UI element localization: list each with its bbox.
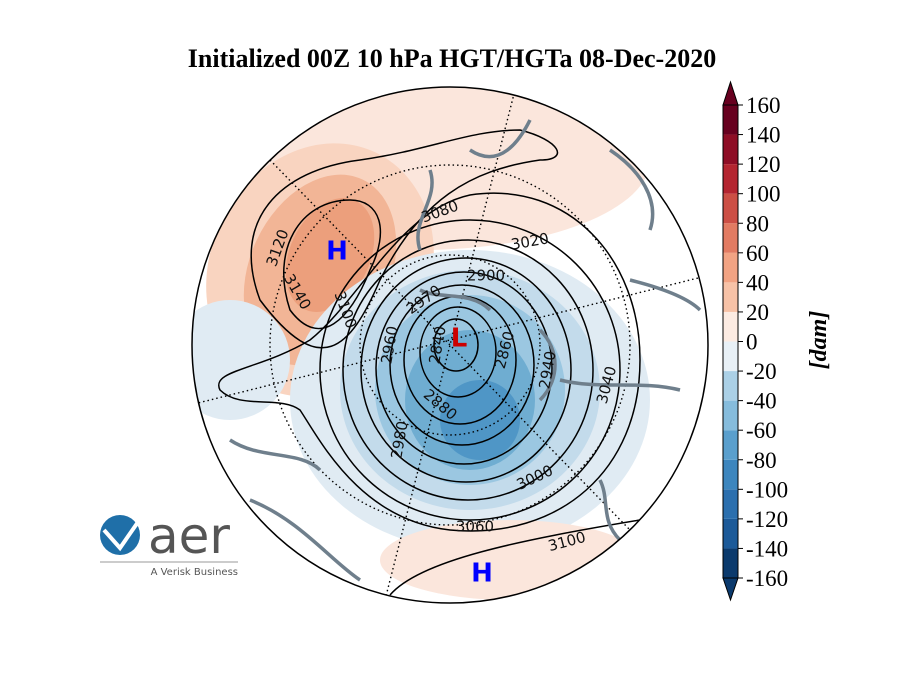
colorbar-tick-label: 120 bbox=[746, 152, 781, 177]
colorbar-segment bbox=[723, 341, 738, 372]
colorbar-extension bbox=[722, 80, 739, 106]
colorbar-tick-label: -20 bbox=[746, 359, 777, 384]
colorbar-tick-label: 40 bbox=[746, 270, 769, 295]
colorbar-tick-label: 80 bbox=[746, 211, 769, 236]
logo-tagline: A Verisk Business bbox=[151, 567, 238, 578]
colorbar-tick-label: 20 bbox=[746, 300, 769, 325]
colorbar-segment bbox=[723, 518, 738, 549]
colorbar-tick-label: 160 bbox=[746, 93, 781, 118]
colorbar-tick-label: -120 bbox=[746, 507, 788, 532]
colorbar-label: [dam] bbox=[806, 311, 832, 370]
colorbar-tick-label: -100 bbox=[746, 477, 788, 502]
logo-name: aer bbox=[148, 507, 230, 565]
colorbar-segment bbox=[723, 282, 738, 312]
colorbar-segment bbox=[723, 371, 738, 401]
pressure-center: L bbox=[451, 324, 468, 354]
colorbar-segment bbox=[723, 164, 738, 194]
colorbar-segment bbox=[723, 430, 738, 460]
colorbar-segment bbox=[723, 134, 738, 165]
colorbar-segment bbox=[723, 489, 738, 519]
colorbar-tick-label: 0 bbox=[746, 330, 758, 355]
colorbar-segment bbox=[723, 400, 738, 431]
colorbar-segment bbox=[723, 105, 738, 135]
map bbox=[192, 87, 708, 603]
pressure-center: H bbox=[471, 559, 493, 589]
contour-label: 2900 bbox=[467, 267, 505, 285]
colorbar-tick-label: -160 bbox=[746, 566, 788, 591]
colorbar-segment bbox=[723, 193, 738, 224]
colorbar-tick-label: -60 bbox=[746, 418, 777, 443]
colorbar-tick-label: 100 bbox=[746, 182, 781, 207]
colorbar-segment bbox=[723, 548, 738, 578]
colorbar-tick-label: -80 bbox=[746, 448, 777, 473]
colorbar-tick-label: 60 bbox=[746, 241, 769, 266]
contour-label: 3060 bbox=[456, 518, 494, 536]
colorbar-extension bbox=[722, 577, 739, 602]
colorbar-tick-label: -40 bbox=[746, 389, 777, 414]
title: Initialized 00Z 10 hPa HGT/HGTa 08-Dec-2… bbox=[188, 44, 716, 73]
map-boundary bbox=[191, 86, 709, 604]
colorbar-segment bbox=[723, 223, 738, 253]
pressure-center: H bbox=[326, 237, 348, 267]
colorbar-segment bbox=[723, 252, 738, 283]
colorbar: 160 140 120 100 80 60 40 20 0 -20 -40 -60 -80 -100 -12… bbox=[722, 80, 788, 602]
colorbar-segment bbox=[723, 311, 738, 342]
colorbar-segment bbox=[723, 459, 738, 490]
colorbar-tick-label: -140 bbox=[746, 536, 788, 561]
colorbar-tick-label: 140 bbox=[746, 123, 781, 148]
logo: aer A Verisk Business bbox=[100, 507, 238, 578]
